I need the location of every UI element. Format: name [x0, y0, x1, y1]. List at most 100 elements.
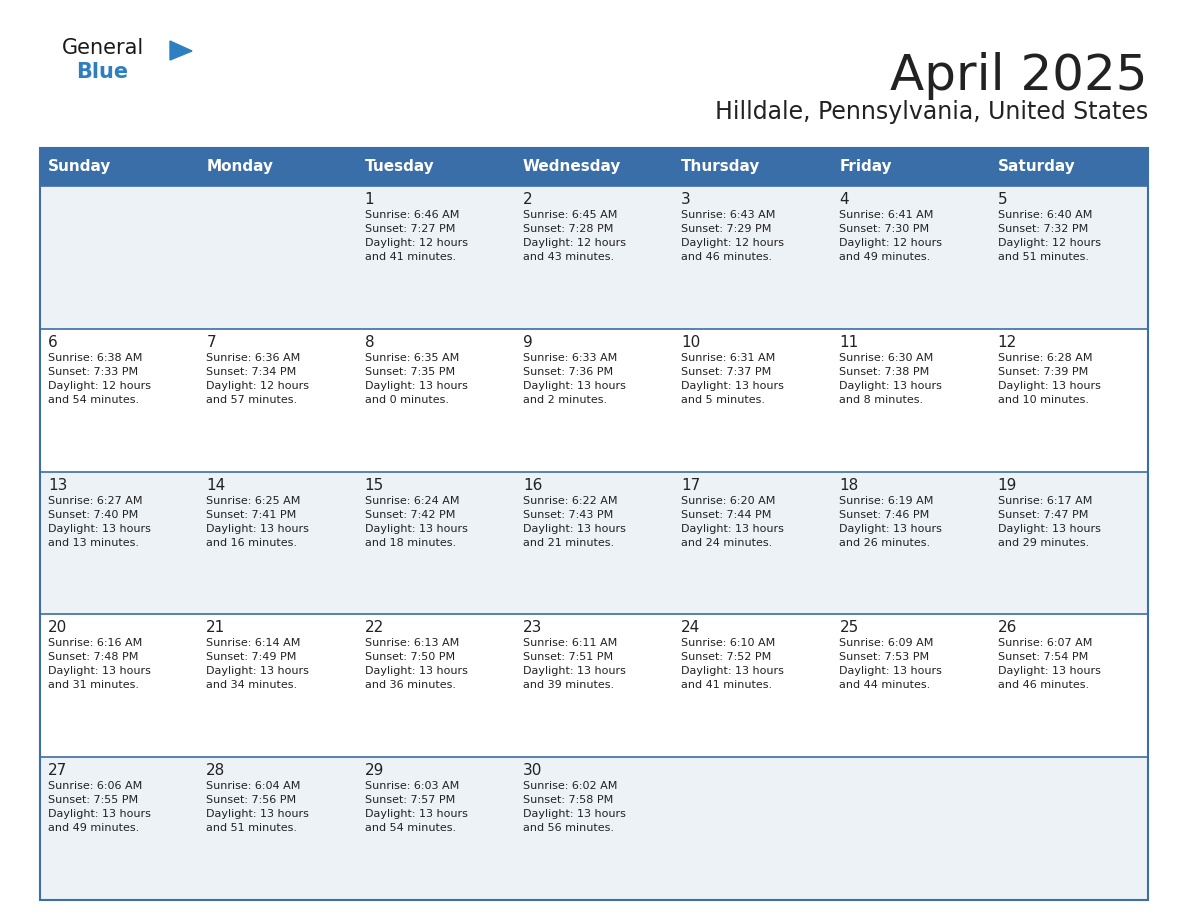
- Bar: [514, 614, 674, 757]
- Text: 23: 23: [523, 621, 542, 635]
- Text: 26: 26: [998, 621, 1017, 635]
- Text: 21: 21: [207, 621, 226, 635]
- Text: 4: 4: [840, 192, 849, 207]
- Text: Sunrise: 6:16 AM
Sunset: 7:48 PM
Daylight: 13 hours
and 31 minutes.: Sunrise: 6:16 AM Sunset: 7:48 PM Dayligh…: [48, 638, 151, 690]
- Bar: [40, 186, 198, 329]
- Text: 8: 8: [365, 335, 374, 350]
- Bar: [832, 329, 990, 472]
- Bar: [990, 472, 1148, 614]
- Text: Sunrise: 6:38 AM
Sunset: 7:33 PM
Daylight: 12 hours
and 54 minutes.: Sunrise: 6:38 AM Sunset: 7:33 PM Dayligh…: [48, 353, 151, 405]
- Text: 6: 6: [48, 335, 58, 350]
- Text: Sunrise: 6:13 AM
Sunset: 7:50 PM
Daylight: 13 hours
and 36 minutes.: Sunrise: 6:13 AM Sunset: 7:50 PM Dayligh…: [365, 638, 467, 690]
- Text: Thursday: Thursday: [681, 160, 760, 174]
- Bar: [990, 329, 1148, 472]
- Bar: [990, 148, 1148, 186]
- Text: Hilldale, Pennsylvania, United States: Hilldale, Pennsylvania, United States: [715, 100, 1148, 124]
- Text: Friday: Friday: [840, 160, 892, 174]
- Text: 28: 28: [207, 763, 226, 778]
- Text: Sunrise: 6:03 AM
Sunset: 7:57 PM
Daylight: 13 hours
and 54 minutes.: Sunrise: 6:03 AM Sunset: 7:57 PM Dayligh…: [365, 781, 467, 834]
- Text: 25: 25: [840, 621, 859, 635]
- Bar: [356, 186, 514, 329]
- Bar: [514, 148, 674, 186]
- Bar: [198, 472, 356, 614]
- Text: Sunrise: 6:17 AM
Sunset: 7:47 PM
Daylight: 13 hours
and 29 minutes.: Sunrise: 6:17 AM Sunset: 7:47 PM Dayligh…: [998, 496, 1100, 548]
- Bar: [356, 757, 514, 900]
- Bar: [674, 472, 832, 614]
- Text: 2: 2: [523, 192, 532, 207]
- Text: April 2025: April 2025: [891, 52, 1148, 100]
- Text: Sunrise: 6:06 AM
Sunset: 7:55 PM
Daylight: 13 hours
and 49 minutes.: Sunrise: 6:06 AM Sunset: 7:55 PM Dayligh…: [48, 781, 151, 834]
- Bar: [832, 614, 990, 757]
- Text: Sunrise: 6:25 AM
Sunset: 7:41 PM
Daylight: 13 hours
and 16 minutes.: Sunrise: 6:25 AM Sunset: 7:41 PM Dayligh…: [207, 496, 309, 548]
- Text: Sunrise: 6:14 AM
Sunset: 7:49 PM
Daylight: 13 hours
and 34 minutes.: Sunrise: 6:14 AM Sunset: 7:49 PM Dayligh…: [207, 638, 309, 690]
- Bar: [514, 329, 674, 472]
- Bar: [674, 757, 832, 900]
- Text: 7: 7: [207, 335, 216, 350]
- Text: 24: 24: [681, 621, 701, 635]
- Text: 18: 18: [840, 477, 859, 493]
- Bar: [514, 472, 674, 614]
- Text: Sunrise: 6:20 AM
Sunset: 7:44 PM
Daylight: 13 hours
and 24 minutes.: Sunrise: 6:20 AM Sunset: 7:44 PM Dayligh…: [681, 496, 784, 548]
- Bar: [40, 614, 198, 757]
- Text: Sunrise: 6:30 AM
Sunset: 7:38 PM
Daylight: 13 hours
and 8 minutes.: Sunrise: 6:30 AM Sunset: 7:38 PM Dayligh…: [840, 353, 942, 405]
- Text: 16: 16: [523, 477, 542, 493]
- Text: Sunrise: 6:31 AM
Sunset: 7:37 PM
Daylight: 13 hours
and 5 minutes.: Sunrise: 6:31 AM Sunset: 7:37 PM Dayligh…: [681, 353, 784, 405]
- Text: Sunrise: 6:45 AM
Sunset: 7:28 PM
Daylight: 12 hours
and 43 minutes.: Sunrise: 6:45 AM Sunset: 7:28 PM Dayligh…: [523, 210, 626, 262]
- Bar: [198, 614, 356, 757]
- Text: 10: 10: [681, 335, 701, 350]
- Text: Sunrise: 6:36 AM
Sunset: 7:34 PM
Daylight: 12 hours
and 57 minutes.: Sunrise: 6:36 AM Sunset: 7:34 PM Dayligh…: [207, 353, 309, 405]
- Text: Blue: Blue: [76, 62, 128, 82]
- Text: General: General: [62, 38, 144, 58]
- Bar: [832, 472, 990, 614]
- Text: Sunrise: 6:41 AM
Sunset: 7:30 PM
Daylight: 12 hours
and 49 minutes.: Sunrise: 6:41 AM Sunset: 7:30 PM Dayligh…: [840, 210, 942, 262]
- Text: Sunrise: 6:46 AM
Sunset: 7:27 PM
Daylight: 12 hours
and 41 minutes.: Sunrise: 6:46 AM Sunset: 7:27 PM Dayligh…: [365, 210, 468, 262]
- Bar: [990, 614, 1148, 757]
- Bar: [674, 186, 832, 329]
- Text: Sunrise: 6:07 AM
Sunset: 7:54 PM
Daylight: 13 hours
and 46 minutes.: Sunrise: 6:07 AM Sunset: 7:54 PM Dayligh…: [998, 638, 1100, 690]
- Text: 27: 27: [48, 763, 68, 778]
- Bar: [514, 757, 674, 900]
- Bar: [40, 148, 1148, 900]
- Text: Sunrise: 6:35 AM
Sunset: 7:35 PM
Daylight: 13 hours
and 0 minutes.: Sunrise: 6:35 AM Sunset: 7:35 PM Dayligh…: [365, 353, 467, 405]
- Text: 9: 9: [523, 335, 532, 350]
- Text: 19: 19: [998, 477, 1017, 493]
- Text: 14: 14: [207, 477, 226, 493]
- Bar: [832, 757, 990, 900]
- Text: Sunrise: 6:19 AM
Sunset: 7:46 PM
Daylight: 13 hours
and 26 minutes.: Sunrise: 6:19 AM Sunset: 7:46 PM Dayligh…: [840, 496, 942, 548]
- Text: 5: 5: [998, 192, 1007, 207]
- Bar: [198, 186, 356, 329]
- Text: Sunrise: 6:04 AM
Sunset: 7:56 PM
Daylight: 13 hours
and 51 minutes.: Sunrise: 6:04 AM Sunset: 7:56 PM Dayligh…: [207, 781, 309, 834]
- Text: Sunrise: 6:10 AM
Sunset: 7:52 PM
Daylight: 13 hours
and 41 minutes.: Sunrise: 6:10 AM Sunset: 7:52 PM Dayligh…: [681, 638, 784, 690]
- Text: Sunrise: 6:24 AM
Sunset: 7:42 PM
Daylight: 13 hours
and 18 minutes.: Sunrise: 6:24 AM Sunset: 7:42 PM Dayligh…: [365, 496, 467, 548]
- Text: Sunrise: 6:33 AM
Sunset: 7:36 PM
Daylight: 13 hours
and 2 minutes.: Sunrise: 6:33 AM Sunset: 7:36 PM Dayligh…: [523, 353, 626, 405]
- Text: Wednesday: Wednesday: [523, 160, 621, 174]
- Bar: [198, 757, 356, 900]
- Bar: [40, 472, 198, 614]
- Text: Monday: Monday: [207, 160, 273, 174]
- Bar: [832, 186, 990, 329]
- Text: 30: 30: [523, 763, 542, 778]
- Bar: [40, 329, 198, 472]
- Text: 17: 17: [681, 477, 701, 493]
- Bar: [674, 329, 832, 472]
- Bar: [198, 148, 356, 186]
- Text: 20: 20: [48, 621, 68, 635]
- Bar: [198, 329, 356, 472]
- Text: Sunrise: 6:27 AM
Sunset: 7:40 PM
Daylight: 13 hours
and 13 minutes.: Sunrise: 6:27 AM Sunset: 7:40 PM Dayligh…: [48, 496, 151, 548]
- Text: 1: 1: [365, 192, 374, 207]
- Bar: [40, 757, 198, 900]
- Text: 15: 15: [365, 477, 384, 493]
- Text: Sunrise: 6:43 AM
Sunset: 7:29 PM
Daylight: 12 hours
and 46 minutes.: Sunrise: 6:43 AM Sunset: 7:29 PM Dayligh…: [681, 210, 784, 262]
- Text: 13: 13: [48, 477, 68, 493]
- Text: Tuesday: Tuesday: [365, 160, 435, 174]
- Bar: [832, 148, 990, 186]
- Bar: [40, 148, 198, 186]
- Text: 3: 3: [681, 192, 691, 207]
- Text: Sunrise: 6:40 AM
Sunset: 7:32 PM
Daylight: 12 hours
and 51 minutes.: Sunrise: 6:40 AM Sunset: 7:32 PM Dayligh…: [998, 210, 1101, 262]
- Text: Sunday: Sunday: [48, 160, 112, 174]
- Polygon shape: [170, 41, 192, 60]
- Bar: [674, 148, 832, 186]
- Bar: [356, 329, 514, 472]
- Text: Saturday: Saturday: [998, 160, 1075, 174]
- Text: Sunrise: 6:28 AM
Sunset: 7:39 PM
Daylight: 13 hours
and 10 minutes.: Sunrise: 6:28 AM Sunset: 7:39 PM Dayligh…: [998, 353, 1100, 405]
